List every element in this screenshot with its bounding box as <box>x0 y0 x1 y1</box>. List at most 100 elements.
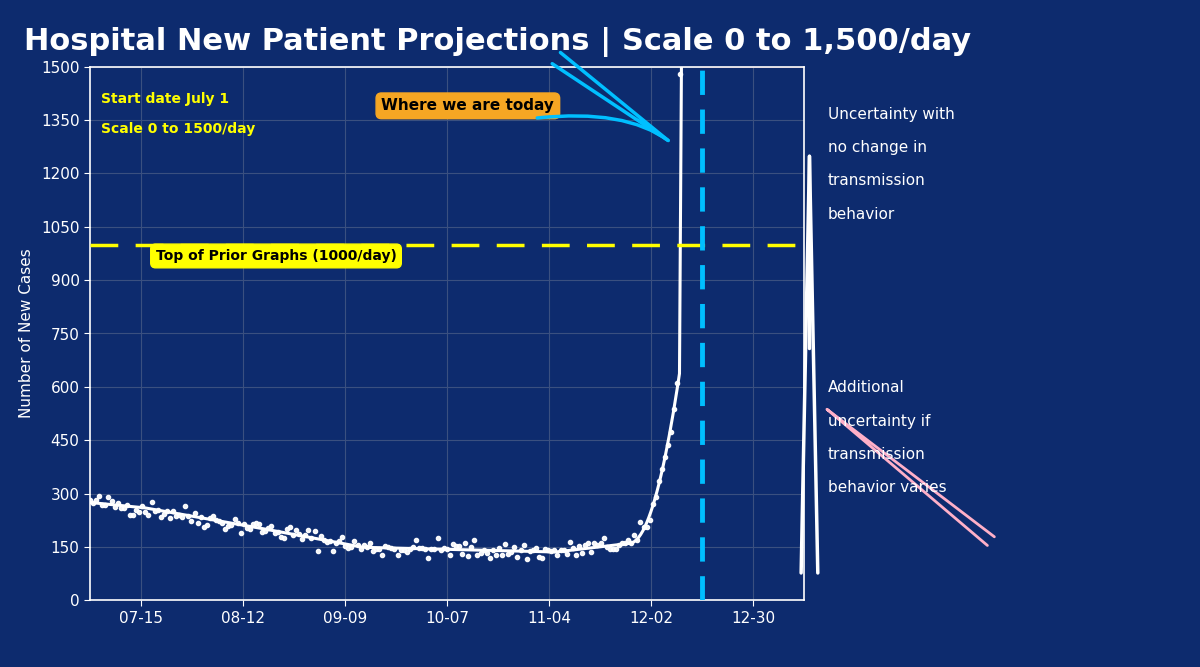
Point <box>175 501 194 512</box>
Point <box>265 528 284 538</box>
Point <box>628 535 647 546</box>
Point <box>80 495 100 506</box>
Y-axis label: Number of New Cases: Number of New Cases <box>19 249 34 418</box>
Point <box>232 528 251 538</box>
Point <box>533 552 552 563</box>
Point <box>527 542 546 553</box>
Text: Hospital New Patient Projections | Scale 0 to 1,500/day: Hospital New Patient Projections | Scale… <box>24 27 971 57</box>
Point <box>277 524 296 535</box>
Point <box>421 544 440 554</box>
Point <box>590 538 610 548</box>
Text: Top of Prior Graphs (1000/day): Top of Prior Graphs (1000/day) <box>156 249 396 263</box>
Point <box>409 542 428 553</box>
Text: behavior varies: behavior varies <box>828 480 947 495</box>
Point <box>437 544 456 555</box>
Point <box>167 511 186 522</box>
Point <box>182 516 202 526</box>
Point <box>622 538 641 548</box>
Point <box>541 546 560 556</box>
Point <box>637 522 656 532</box>
Point <box>548 550 568 560</box>
Point <box>268 527 287 538</box>
Point <box>139 510 158 520</box>
Point <box>308 546 328 556</box>
Point <box>464 534 484 545</box>
Point <box>130 507 149 518</box>
Point <box>468 550 487 560</box>
Point <box>342 542 361 553</box>
Point <box>197 520 216 530</box>
Point <box>566 550 586 560</box>
Point <box>376 541 395 552</box>
Point <box>584 538 604 548</box>
Point <box>338 543 358 554</box>
Point <box>218 520 238 531</box>
Point <box>366 544 385 554</box>
Point <box>133 501 152 512</box>
Point <box>336 541 355 552</box>
Point <box>659 440 678 450</box>
Point <box>370 544 389 555</box>
Point <box>505 542 524 552</box>
Point <box>407 534 426 545</box>
Point <box>228 517 247 528</box>
Point <box>582 546 601 557</box>
Point <box>155 508 174 519</box>
Point <box>443 539 462 550</box>
Point <box>92 500 112 510</box>
Point <box>612 538 631 548</box>
Text: Additional: Additional <box>828 380 905 395</box>
Point <box>572 548 592 559</box>
Point <box>240 524 259 535</box>
Text: behavior: behavior <box>828 207 895 221</box>
Point <box>299 525 318 536</box>
Point <box>600 544 619 554</box>
Point <box>305 526 324 536</box>
Point <box>634 521 653 532</box>
Point <box>259 523 278 534</box>
Point <box>452 548 472 559</box>
Point <box>631 517 650 528</box>
Point <box>594 532 613 543</box>
Point <box>671 69 690 79</box>
Point <box>385 544 404 554</box>
Point <box>397 547 416 558</box>
Point <box>428 532 448 543</box>
Point <box>283 529 302 540</box>
Point <box>431 545 450 556</box>
Point <box>502 547 521 558</box>
Point <box>434 542 454 553</box>
Point <box>98 492 118 502</box>
Point <box>136 507 155 518</box>
Point <box>364 546 383 556</box>
Point <box>569 541 588 552</box>
Point <box>440 550 460 560</box>
Point <box>163 506 182 516</box>
Point <box>222 520 241 530</box>
Point <box>194 522 214 533</box>
Text: Start date July 1: Start date July 1 <box>101 91 229 105</box>
Point <box>287 525 306 536</box>
Point <box>244 519 263 530</box>
Point <box>604 544 623 555</box>
Point <box>649 475 668 486</box>
Point <box>535 544 554 555</box>
Point <box>606 544 625 554</box>
Point <box>478 548 497 558</box>
Point <box>238 522 257 533</box>
Point <box>173 512 192 522</box>
Point <box>517 554 536 564</box>
Point <box>323 546 342 556</box>
Point <box>545 545 564 556</box>
Point <box>401 544 420 554</box>
Point <box>320 536 340 546</box>
Point <box>551 545 570 556</box>
Point <box>372 549 391 560</box>
Point <box>360 538 379 548</box>
Point <box>450 541 469 552</box>
Point <box>234 518 253 529</box>
Point <box>496 538 515 549</box>
Point <box>563 542 582 553</box>
Point <box>511 545 530 556</box>
Point <box>224 514 244 524</box>
